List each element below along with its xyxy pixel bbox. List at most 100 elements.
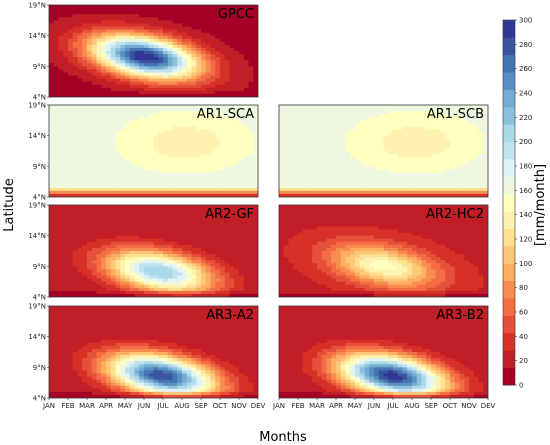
contour-cell	[196, 217, 202, 221]
contour-cell	[464, 154, 470, 158]
contour-cell	[53, 20, 60, 24]
contour-cell	[407, 111, 413, 115]
contour-cell	[210, 44, 216, 49]
contour-cell	[243, 51, 250, 55]
contour-cell	[210, 141, 216, 146]
contour-cell	[144, 247, 150, 252]
contour-cell	[158, 187, 164, 192]
contour-cell	[91, 54, 98, 58]
contour-cell	[158, 223, 164, 228]
contour-cell	[201, 126, 207, 131]
contour-cell	[369, 144, 375, 149]
contour-cell	[326, 190, 332, 195]
contour-cell	[201, 166, 207, 170]
contour-cell	[144, 41, 150, 46]
contour-cell	[106, 84, 112, 89]
contour-cell	[153, 293, 159, 297]
contour-cell	[153, 181, 159, 186]
contour-cell	[82, 54, 88, 58]
contour-cell	[163, 247, 169, 252]
contour-cell	[298, 160, 304, 164]
contour-cell	[77, 129, 83, 134]
contour-cell	[234, 75, 240, 80]
contour-cell	[77, 232, 83, 237]
contour-cell	[53, 229, 60, 234]
contour-cell	[129, 257, 136, 261]
contour-cell	[293, 190, 299, 195]
contour-cell	[63, 175, 69, 180]
contour-cell	[407, 141, 413, 146]
contour-cell	[345, 129, 351, 134]
contour-cell	[336, 138, 342, 143]
contour-cell	[243, 14, 250, 18]
contour-cell	[158, 138, 164, 143]
contour-cell	[253, 193, 258, 197]
contour-cell	[435, 187, 442, 192]
contour-cell	[426, 123, 432, 128]
contour-cell	[234, 129, 240, 134]
contour-cell	[72, 20, 79, 24]
contour-cell	[312, 111, 318, 115]
contour-cell	[220, 141, 226, 146]
contour-cell	[440, 138, 446, 143]
contour-cell	[96, 38, 102, 43]
contour-cell	[412, 190, 418, 195]
contour-cell	[407, 172, 413, 177]
contour-cell	[412, 108, 418, 112]
contour-cell	[68, 44, 74, 49]
contour-cell	[239, 60, 245, 64]
contour-cell	[469, 151, 475, 155]
contour-cell	[134, 193, 140, 197]
contour-cell	[374, 126, 380, 131]
contour-cell	[407, 123, 413, 128]
contour-cell	[243, 35, 250, 40]
contour-cell	[148, 5, 155, 9]
contour-cell	[177, 235, 183, 240]
contour-cell	[58, 69, 64, 74]
contour-cell	[77, 147, 83, 152]
contour-cell	[58, 26, 64, 31]
contour-cell	[378, 120, 385, 124]
contour-cell	[196, 281, 202, 286]
contour-cell	[68, 284, 74, 289]
contour-cell	[345, 120, 351, 124]
contour-cell	[253, 178, 258, 183]
contour-cell	[72, 72, 79, 77]
contour-cell	[369, 108, 375, 112]
contour-cell	[158, 84, 164, 89]
contour-cell	[253, 57, 258, 61]
contour-cell	[72, 220, 79, 224]
contour-cell	[101, 132, 107, 137]
contour-cell	[167, 141, 174, 146]
contour-cell	[77, 5, 83, 9]
contour-cell	[378, 141, 385, 146]
contour-cell	[196, 160, 202, 164]
contour-cell	[53, 129, 60, 134]
contour-cell	[288, 126, 294, 131]
contour-cell	[87, 187, 93, 192]
contour-cell	[321, 123, 328, 128]
contour-cell	[53, 135, 60, 140]
contour-cell	[253, 126, 258, 131]
contour-cell	[412, 172, 418, 177]
contour-cell	[402, 178, 408, 183]
contour-cell	[210, 184, 216, 189]
contour-cell	[148, 60, 155, 64]
contour-cell	[182, 205, 188, 209]
contour-cell	[172, 169, 178, 174]
contour-cell	[101, 144, 107, 149]
contour-cell	[91, 287, 98, 292]
contour-cell	[345, 141, 351, 146]
contour-cell	[248, 184, 254, 189]
contour-cell	[96, 193, 102, 197]
contour-cell	[63, 8, 69, 12]
contour-cell	[77, 154, 83, 158]
contour-cell	[421, 181, 427, 186]
contour-cell	[129, 260, 136, 264]
contour-cell	[220, 51, 226, 55]
contour-cell	[220, 147, 226, 152]
contour-cell	[49, 238, 55, 243]
contour-cell	[220, 93, 226, 97]
contour-cell	[53, 241, 60, 246]
contour-cell	[163, 126, 169, 131]
